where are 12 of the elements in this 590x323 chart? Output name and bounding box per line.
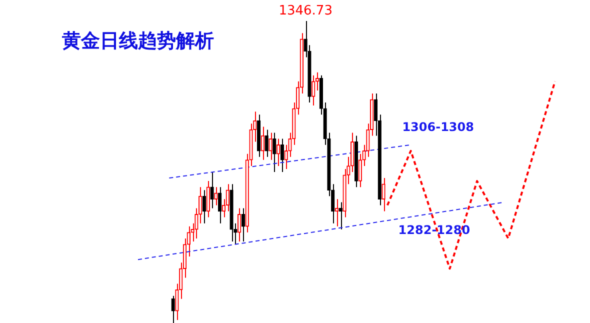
candlestick	[280, 138, 284, 172]
candlestick	[268, 132, 272, 160]
text: 黄金日线趋势解析	[62, 29, 214, 54]
annotation: 1282-1280	[398, 223, 470, 238]
candlestick	[214, 186, 218, 206]
candlestick	[358, 153, 362, 188]
candlestick	[171, 295, 175, 323]
candlestick	[312, 74, 316, 106]
candlestick	[350, 132, 354, 172]
candlestick	[210, 172, 214, 209]
text: 1346.73	[278, 3, 332, 18]
annotation: 1306-1308	[402, 120, 474, 134]
